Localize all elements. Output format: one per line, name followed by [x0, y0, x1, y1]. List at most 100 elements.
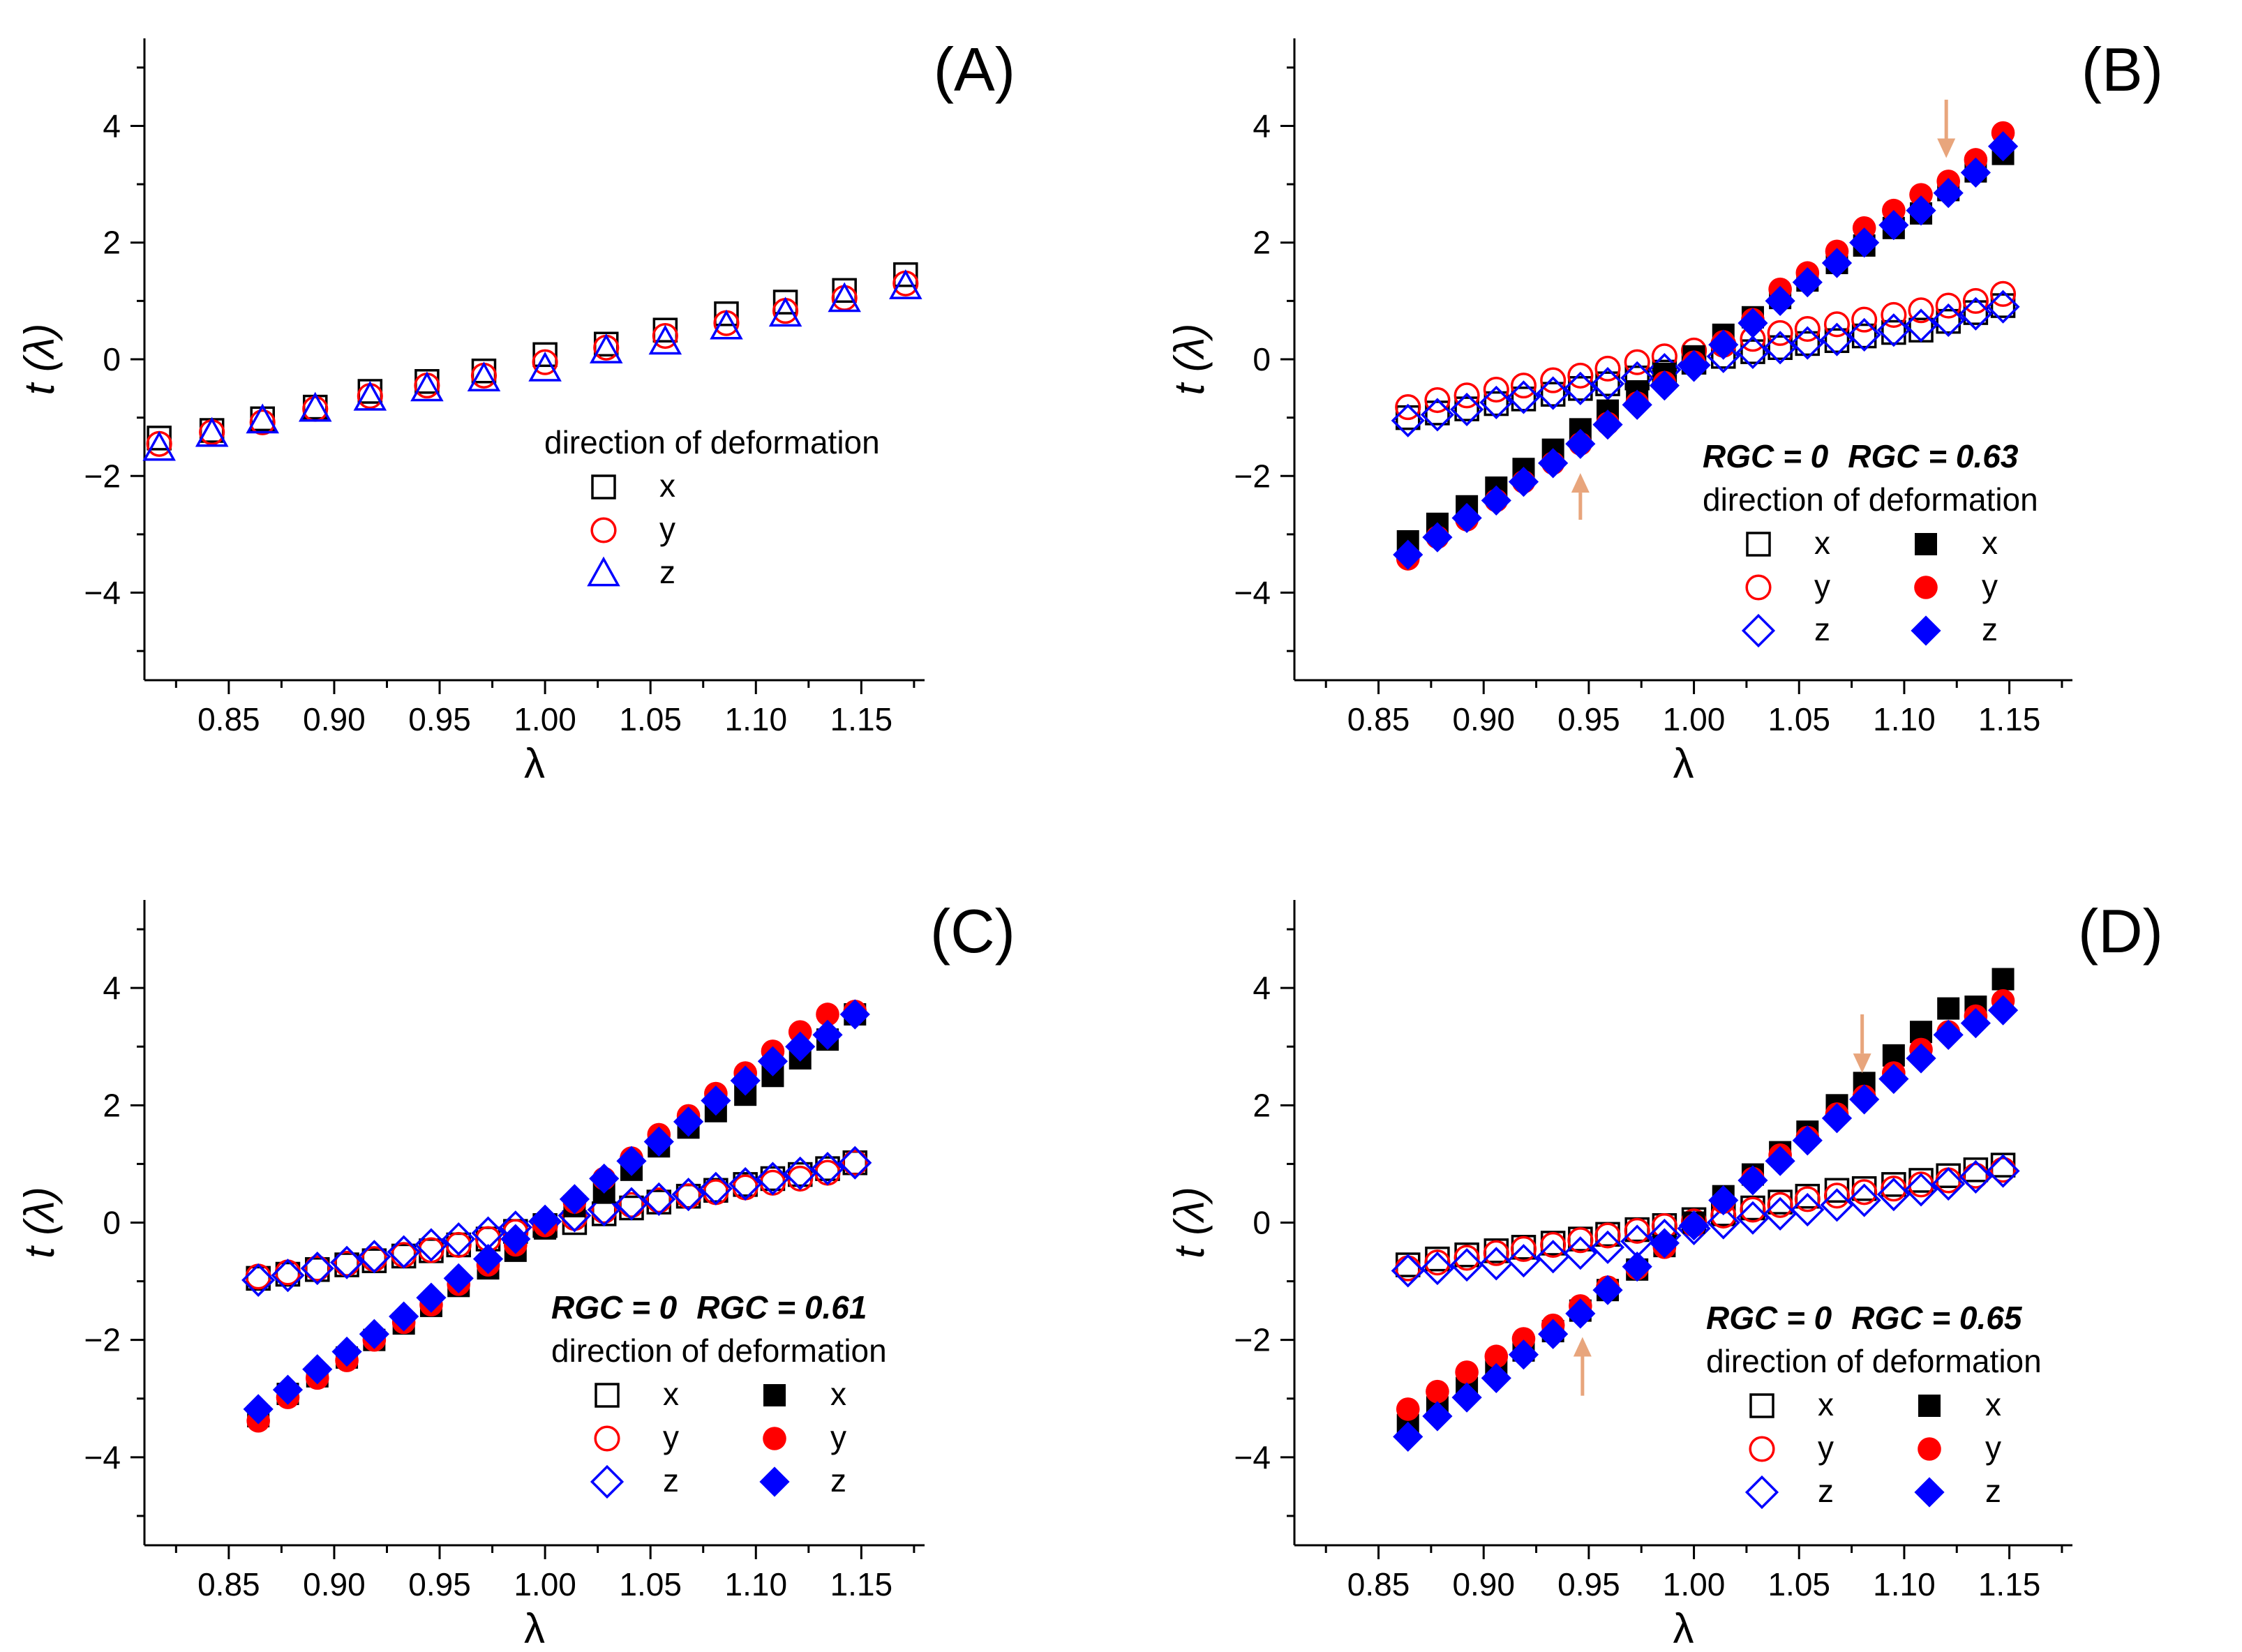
x-tick-label: 1.15 [830, 701, 893, 737]
data-point [1567, 362, 1594, 389]
legend-marker-y-filled [1918, 1437, 1941, 1461]
y-axis-label: t (λ) [16, 1187, 63, 1259]
legend: RGC = 0 RGC = 0.65 direction of deformatio… [1706, 1300, 2042, 1510]
data-point [893, 262, 918, 287]
data-point [713, 310, 740, 336]
data-point [1565, 428, 1596, 459]
data-point [331, 1336, 362, 1367]
data-point [1847, 1183, 1881, 1217]
data-point [1849, 227, 1880, 258]
data-point [195, 416, 229, 447]
legend-marker-x-filled [763, 1384, 786, 1406]
legend-entry-y-open: y [659, 511, 675, 547]
data-point [298, 391, 332, 422]
data-point [1622, 389, 1652, 420]
legend-entry-x-open: x [1818, 1386, 1834, 1422]
data-point [1823, 311, 1851, 338]
series-x-open [147, 262, 918, 451]
data-point [1963, 300, 1989, 325]
data-point [1510, 1236, 1537, 1262]
data-point [330, 1245, 364, 1279]
x-tick-label: 1.10 [1873, 1566, 1936, 1602]
data-point [1396, 1397, 1420, 1421]
data-point [1536, 376, 1570, 410]
data-point [1740, 1196, 1766, 1223]
legend-entry-y-open: y [1818, 1429, 1834, 1466]
data-point [1737, 1165, 1768, 1196]
data-point [614, 1187, 649, 1221]
y-tick-label: −4 [84, 1439, 121, 1475]
legend-entry-z-filled: z [1985, 1473, 2001, 1509]
legend-marker-z-filled [1914, 1477, 1945, 1508]
legend-marker-y-filled [1914, 576, 1938, 599]
data-point [1991, 968, 2015, 991]
data-point [1935, 1167, 1961, 1194]
data-point [410, 371, 444, 402]
data-point [1763, 1196, 1798, 1231]
rgc-label: RGC = 0 RGC = 0.61 [551, 1289, 867, 1326]
data-point [1960, 157, 1991, 188]
data-point [1768, 335, 1793, 361]
data-point [1708, 1185, 1739, 1216]
data-point [359, 1319, 389, 1349]
data-point [1592, 1275, 1623, 1305]
data-point [832, 278, 857, 303]
data-point [1821, 1103, 1853, 1134]
legend-entry-z-open: z [663, 1462, 679, 1499]
data-point [1540, 1231, 1567, 1259]
data-point [304, 1255, 331, 1282]
arrow-head [1937, 138, 1956, 158]
data-point [643, 1126, 674, 1157]
x-tick-label: 0.95 [1557, 701, 1620, 737]
legend-entry-x-open: x [663, 1376, 679, 1412]
y-tick-label: 0 [103, 341, 121, 377]
annotation-arrow-down [1853, 1014, 1871, 1074]
rgc-label-open: RGC = 0 [1703, 438, 1829, 474]
panel-label: (D) [2078, 896, 2163, 966]
legend-entry-x-filled: x [830, 1376, 846, 1412]
data-point [1821, 248, 1853, 278]
data-point [810, 1152, 845, 1186]
x-tick-label: 0.95 [408, 701, 471, 737]
series-y-open [1395, 280, 2017, 421]
data-point [1538, 1319, 1569, 1349]
x-tick-label: 1.00 [514, 1566, 576, 1602]
data-point [587, 1192, 621, 1227]
legend-entry-z-open: z [659, 554, 675, 590]
data-point [1592, 410, 1623, 440]
data-point [528, 351, 562, 382]
legend-title: direction of deformation [1706, 1343, 2042, 1379]
data-point [892, 270, 919, 296]
data-point [1706, 1206, 1740, 1240]
data-point [1420, 398, 1454, 432]
legend-marker-z-filled [1911, 615, 1941, 646]
data-point [1508, 467, 1539, 497]
legend-title: direction of deformation [544, 424, 880, 460]
x-tick-label: 0.90 [1452, 701, 1515, 737]
data-point [1622, 1251, 1652, 1282]
y-axis-label: t (λ) [1166, 1187, 1213, 1259]
series-z-filled [243, 999, 870, 1425]
data-point [1453, 1245, 1480, 1271]
legend: direction of deformation xyz [544, 424, 880, 590]
y-tick-label: 4 [1253, 970, 1271, 1006]
data-point [730, 1065, 761, 1096]
data-point [334, 1250, 360, 1277]
data-point [1937, 997, 1960, 1020]
legend-marker-y-open [590, 517, 617, 543]
x-tick-label: 1.15 [1978, 1566, 2041, 1602]
y-tick-label: 2 [1253, 1087, 1271, 1123]
legend-entry-z-filled: z [1982, 611, 1998, 647]
data-point [710, 309, 743, 340]
legend-marker-z-open [1741, 613, 1776, 648]
data-point [1453, 382, 1480, 409]
rgc-label: RGC = 0 RGC = 0.63 [1703, 438, 2019, 474]
x-tick-label: 1.10 [725, 701, 788, 737]
data-point [1563, 1236, 1597, 1270]
rgc-label-filled: RGC = 0.63 [1848, 438, 2019, 474]
legend-entry-x-open: x [659, 467, 675, 504]
data-point [1735, 1201, 1770, 1235]
y-tick-label: −4 [84, 575, 121, 611]
data-point [532, 349, 558, 375]
